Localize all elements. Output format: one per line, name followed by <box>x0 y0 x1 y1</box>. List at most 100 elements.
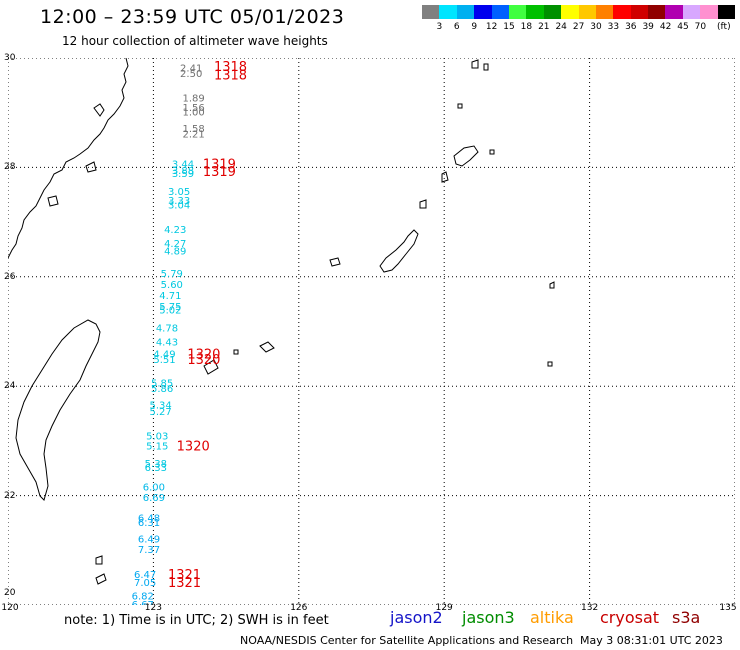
pass-time-label: 1320 <box>187 347 220 362</box>
swh-value: 4.43 <box>156 337 178 348</box>
color-scale-label: 33 <box>607 22 620 32</box>
color-swatch <box>456 5 475 19</box>
swh-value: 1.00 <box>182 108 204 119</box>
swh-value: 5.34 <box>150 400 172 411</box>
color-scale-label: 21 <box>538 22 550 32</box>
lon-tick-label: 123 <box>144 603 162 613</box>
satellite-legend-jason3: jason3 <box>462 608 515 627</box>
satellite-legend-s3a: s3a <box>672 608 701 627</box>
swh-values: 2.412.50 1.891.561.00 1.582.21 3.443.883.59… <box>132 63 205 605</box>
swh-value: 5.60 <box>161 280 183 291</box>
swh-value: 3.33 <box>168 196 190 207</box>
color-swatch <box>543 5 562 19</box>
color-swatch <box>526 5 544 19</box>
color-swatch <box>682 5 701 19</box>
lon-tick-label: 132 <box>581 603 599 613</box>
swh-value: 2.41 <box>180 63 202 74</box>
color-scale-label: 70 <box>694 22 707 32</box>
map-subtitle: 12 hour collection of altimeter wave hei… <box>62 34 328 48</box>
color-scale-label: 24 <box>555 22 567 32</box>
color-scale-bar <box>422 5 736 19</box>
pass-time-label: 1321 <box>168 576 201 591</box>
color-scale-label: 27 <box>572 22 585 32</box>
taiwan-coastline <box>15 319 101 501</box>
lat-tick-label: 24 <box>4 381 16 392</box>
color-scale-labels: 3 6 9 12 15 18 21 24 27 30 33 36 39 42 45 70 (ft) <box>422 22 740 34</box>
swh-value: 1.58 <box>182 124 204 135</box>
color-scale-label: 45 <box>677 22 689 32</box>
china-coastline <box>8 58 129 259</box>
swh-value: 5.15 <box>146 441 168 452</box>
color-swatch <box>439 5 457 19</box>
satellite-legend-cryosat: cryosat <box>600 608 660 627</box>
pass-time-label: 1319 <box>203 158 236 173</box>
lat-lon-grid <box>8 58 735 605</box>
color-swatch <box>561 5 579 19</box>
swh-value: 5.75 <box>159 302 181 313</box>
lat-tick-label: 28 <box>4 162 16 173</box>
color-scale-label: (ft) <box>717 22 731 32</box>
lon-tick-label: 120 <box>1 603 19 613</box>
color-swatch <box>474 5 492 19</box>
wave-height-map: 2.412.50 1.891.561.00 1.582.21 3.443.883.59… <box>8 58 735 605</box>
swh-value: 6.48 <box>138 513 160 524</box>
color-swatch <box>491 5 509 19</box>
color-swatch <box>595 5 614 19</box>
swh-value: 5.86 <box>151 384 173 395</box>
color-swatch <box>665 5 683 19</box>
swh-value: 5.02 <box>159 306 181 317</box>
swh-value: 3.44 <box>172 160 194 171</box>
swh-value: 6.33 <box>145 463 167 474</box>
color-scale-label: 3 <box>436 22 443 32</box>
swh-value: 4.71 <box>159 291 181 302</box>
swh-value: 1.56 <box>182 103 204 114</box>
swh-value: 3.04 <box>168 201 190 212</box>
swh-value: 5.27 <box>150 407 172 418</box>
pass-time-label: 1321 <box>168 568 201 583</box>
swh-value: 6.31 <box>138 518 160 529</box>
swh-value: 4.27 <box>164 239 186 250</box>
swh-value: 5.85 <box>151 378 173 389</box>
color-scale-label: 30 <box>590 22 602 32</box>
pass-time-label: 1318 <box>214 60 247 75</box>
swh-value: 1.89 <box>182 93 204 104</box>
swh-value: 3.59 <box>172 169 194 180</box>
map-title: 12:00 – 23:59 UTC 05/01/2023 <box>40 6 345 28</box>
pass-time-label: 1318 <box>214 68 247 83</box>
pass-time-label: 1320 <box>177 439 210 454</box>
pass-time-label: 1319 <box>203 165 236 180</box>
pass-time-label: 1320 <box>187 353 220 368</box>
lat-tick-label: 22 <box>4 490 16 501</box>
color-scale-label: 36 <box>625 22 637 32</box>
swh-value: 4.89 <box>164 247 186 258</box>
swh-value: 5.38 <box>145 459 167 470</box>
swh-value: 6.47 <box>134 570 156 581</box>
lon-tick-label: 129 <box>435 603 453 613</box>
swh-value: 6.49 <box>138 534 160 545</box>
color-swatch <box>422 5 440 19</box>
swh-value: 6.00 <box>143 482 165 493</box>
color-scale-label: 39 <box>642 22 654 32</box>
color-swatch <box>648 5 666 19</box>
swh-value: 3.05 <box>168 187 190 198</box>
swh-value: 4.23 <box>164 225 186 236</box>
swh-value: 2.50 <box>180 69 202 80</box>
lat-tick-label: 20 <box>4 588 16 598</box>
swh-value: 4.78 <box>156 324 178 335</box>
color-scale-label: 18 <box>520 22 533 32</box>
color-scale-label: 42 <box>659 22 672 32</box>
satellite-legend-altika: altika <box>530 608 574 627</box>
swh-value: 7.37 <box>138 545 160 556</box>
coastlines <box>8 58 555 585</box>
okinawa-coastline <box>379 229 419 273</box>
color-scale-label: 6 <box>453 22 460 32</box>
satellite-legend-jason2: jason2 <box>390 608 443 627</box>
footnote: note: 1) Time is in UTC; 2) SWH is in fe… <box>64 613 329 628</box>
color-swatch <box>630 5 649 19</box>
swh-value: 5.51 <box>153 355 175 366</box>
credit-line: NOAA/NESDIS Center for Satellite Applica… <box>240 634 574 647</box>
lon-tick-label: 135 <box>719 603 737 613</box>
color-swatch <box>578 5 596 19</box>
swh-value: 6.67 <box>132 600 154 605</box>
